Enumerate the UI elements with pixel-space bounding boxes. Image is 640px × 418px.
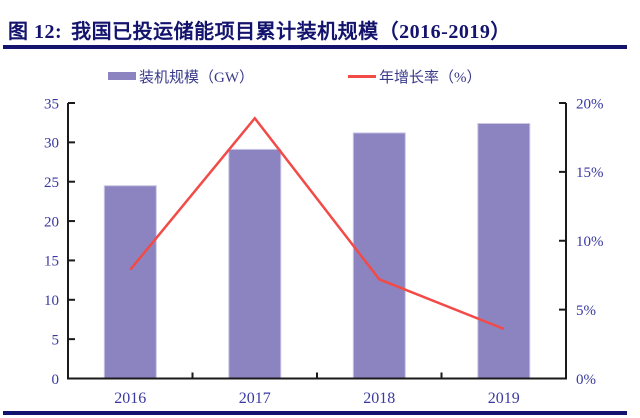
svg-text:35: 35 xyxy=(44,96,59,112)
figure-number-label: 图 12: xyxy=(8,21,63,43)
svg-text:2019: 2019 xyxy=(488,390,520,407)
figure-title-text: 我国已投运储能项目累计装机规模（2016-2019） xyxy=(71,21,511,43)
svg-text:10: 10 xyxy=(44,293,59,309)
legend-capacity-label: 装机规模（GW） xyxy=(139,69,254,86)
chart-legend: 装机规模（GW） 年增长率（%） xyxy=(0,63,640,89)
bar-swatch-icon xyxy=(108,72,136,80)
legend-item-growth: 年增长率（%） xyxy=(348,63,482,89)
svg-text:15%: 15% xyxy=(576,165,604,181)
legend-item-capacity: 装机规模（GW） xyxy=(108,63,254,89)
figure-title: 图 12: 我国已投运储能项目累计装机规模（2016-2019） xyxy=(8,15,511,44)
legend-growth-label: 年增长率（%） xyxy=(379,69,482,86)
svg-text:0: 0 xyxy=(52,372,60,388)
svg-text:15: 15 xyxy=(44,254,59,270)
svg-text:5: 5 xyxy=(52,332,60,348)
svg-text:20%: 20% xyxy=(576,96,604,112)
svg-text:2016: 2016 xyxy=(114,390,146,407)
bottom-border xyxy=(3,411,627,415)
svg-text:2018: 2018 xyxy=(363,390,395,407)
title-underline xyxy=(3,45,627,49)
svg-text:10%: 10% xyxy=(576,234,604,250)
svg-text:2017: 2017 xyxy=(239,390,271,407)
svg-text:25: 25 xyxy=(44,175,59,191)
line-swatch-icon xyxy=(348,74,376,78)
svg-text:20: 20 xyxy=(44,214,59,230)
svg-text:30: 30 xyxy=(44,136,59,152)
svg-text:5%: 5% xyxy=(576,303,596,319)
svg-text:0%: 0% xyxy=(576,372,596,388)
